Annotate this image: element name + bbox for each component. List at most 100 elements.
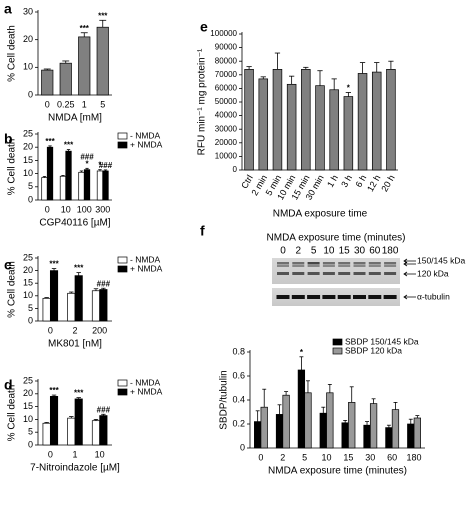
bar [49,396,59,446]
band [338,272,351,275]
bar [254,421,262,449]
legend-label: - NMDA [130,377,161,387]
bar [102,170,109,201]
bar [329,89,339,171]
y-tick-label: 0 [233,165,238,174]
x-tick-label: 0.25 [57,99,75,109]
legend-label: - NMDA [130,130,161,140]
x-tick-label: 200 [92,325,107,335]
x-tick-label: 5 [100,99,105,109]
x-tick-label: 0 [48,325,53,335]
bar [46,146,54,201]
band-label: 150/145 kDa [417,255,465,265]
legend-label: + NMDA [130,386,163,396]
legend-label: + NMDA [130,263,163,273]
x-tick-label: 12 h [365,173,382,193]
blot-panel [272,258,400,284]
y-tick-label: 0 [28,315,33,325]
band [322,265,335,267]
y-tick-label: 15 [23,401,33,411]
bar [286,83,297,171]
blot-title: NMDA exposure time (minutes) [267,233,406,244]
y-tick-label: 0.6 [232,370,245,380]
bar [275,414,284,449]
band [276,295,290,299]
bar [59,62,72,96]
y-tick-label: 80000 [215,56,238,65]
band [384,262,397,265]
y-tick-label: 25 [23,252,33,262]
legend-swatch [117,256,128,264]
x-tick-label: 3 h [339,173,354,189]
bar [272,69,283,171]
bar [363,424,371,449]
bar [91,290,101,322]
y-tick-label: 10000 [215,152,238,161]
bar [413,417,421,449]
band [384,265,397,267]
legend-label: - NMDA [130,254,161,264]
lane-label: 5 [311,246,317,257]
bar [371,71,382,171]
band [307,262,320,265]
y-tick-label: 5 [28,303,33,313]
band [277,272,289,275]
x-axis-label: NMDA exposure time [273,209,368,220]
band [307,272,320,275]
y-tick-label: 0 [28,89,33,99]
y-tick-label: 10 [23,414,33,424]
x-tick-label: 300 [95,204,110,214]
bar [326,392,334,449]
band [322,295,336,299]
bar [41,177,48,201]
x-tick-label: 10 [61,204,71,214]
band [292,272,305,275]
x-tick-label: 30 [365,452,375,462]
bar [42,297,51,322]
legend-label: + NMDA [130,139,163,149]
bar [386,69,396,171]
y-tick-label: 0 [28,439,33,449]
bar [42,422,51,446]
bar [74,398,83,446]
legend-swatch [332,347,343,355]
bar [96,26,109,96]
band [307,295,321,299]
bar [385,427,393,449]
y-tick-label: 5 [28,427,33,437]
lane-label: 2 [296,246,302,257]
bar [319,412,327,449]
band [353,262,366,265]
y-axis-label: SBDP/tubulin [219,370,230,429]
bar [297,369,306,449]
bar [369,403,378,449]
y-tick-label: 20 [23,265,33,275]
band [292,262,305,265]
bar [348,402,356,449]
y-tick-label: 15 [23,278,33,288]
band [383,295,397,299]
significance: *** [49,386,59,395]
y-tick-label: 60000 [215,84,238,93]
panel-letter: c [4,257,12,273]
x-tick-label: 15 [343,452,353,462]
band [307,265,320,267]
bar [99,289,108,322]
lane-label: 15 [339,246,351,257]
x-tick-label: 5 [302,452,307,462]
legend-swatch [117,265,128,273]
lane-label: 30 [354,246,366,257]
significance: ### [97,405,111,414]
band [353,295,366,299]
y-tick-label: 20 [23,388,33,398]
band [337,295,351,299]
bar [282,394,290,449]
bar [260,406,268,449]
bar [59,175,67,201]
band [277,262,289,265]
significance: *** [64,141,74,150]
x-tick-label: 10 [322,452,332,462]
x-tick-label: 1 h [325,173,340,189]
y-axis-label: % Cell death [7,261,18,318]
